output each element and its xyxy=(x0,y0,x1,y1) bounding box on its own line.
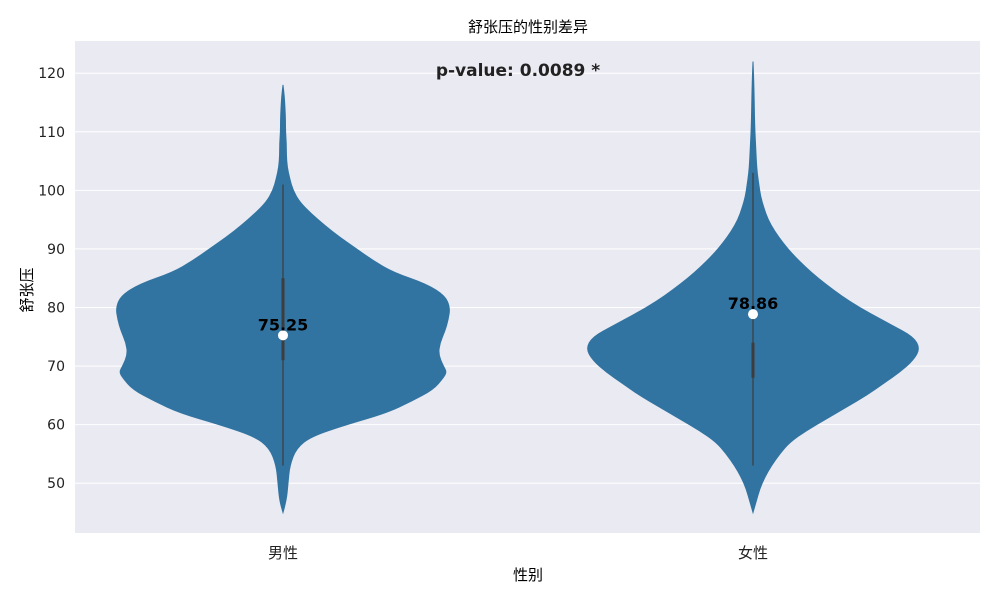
mean-point xyxy=(278,330,288,341)
y-tick-label: 120 xyxy=(38,66,65,82)
chart-title: 舒张压的性别差异 xyxy=(468,18,588,36)
p-value-annotation: p-value: 0.0089 * xyxy=(436,61,600,81)
y-tick-label: 110 xyxy=(38,125,65,141)
y-tick-label: 80 xyxy=(47,301,65,317)
y-axis-label: 舒张压 xyxy=(18,267,36,312)
violins: 75.25 78.86 xyxy=(116,61,919,515)
x-axis-label: 性别 xyxy=(513,566,543,584)
y-tick-label: 50 xyxy=(47,476,65,492)
y-tick-label: 60 xyxy=(47,418,65,434)
x-tick-label: 男性 xyxy=(268,544,298,562)
mean-point xyxy=(748,309,758,320)
x-tick-label: 女性 xyxy=(738,544,768,562)
y-tick-label: 90 xyxy=(47,242,65,258)
mean-label: 75.25 xyxy=(258,315,309,334)
x-axis-ticks: 男性 女性 xyxy=(268,544,768,562)
y-tick-label: 100 xyxy=(38,183,65,199)
mean-label: 78.86 xyxy=(728,294,779,313)
y-axis-ticks: 50 60 70 80 90 100 110 120 xyxy=(38,66,65,492)
y-tick-label: 70 xyxy=(47,359,65,375)
